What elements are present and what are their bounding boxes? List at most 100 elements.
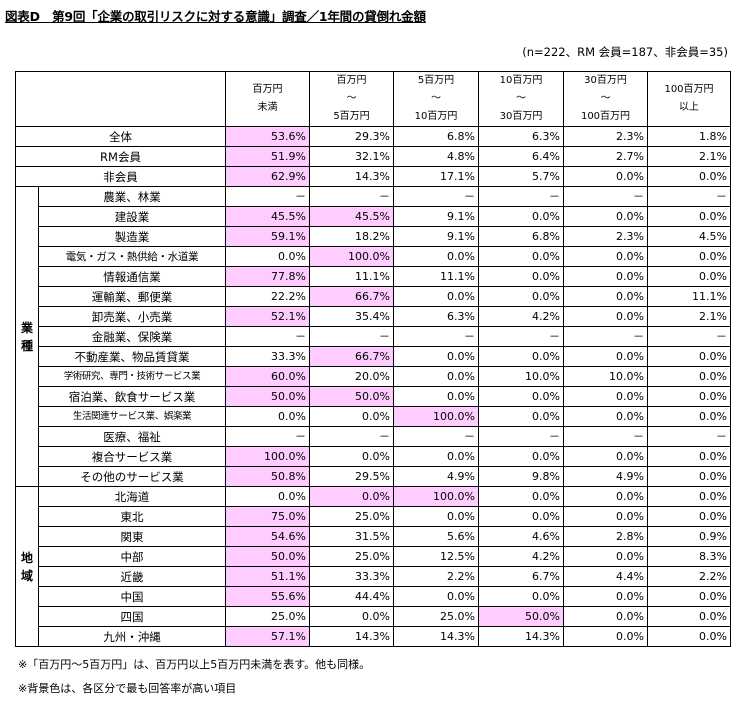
row-label: 宿泊業、飲食サービス業 bbox=[38, 386, 226, 407]
row-label: 不動産業、物品賃貸業 bbox=[38, 346, 226, 367]
table-row: 四国 25.0% 0.0% 25.0% 50.0% 0.0% 0.0% bbox=[16, 606, 731, 627]
value-cell: 31.5% bbox=[309, 526, 394, 547]
row-label: 金融業、保険業 bbox=[38, 326, 226, 347]
footnote-range: ※「百万円～5百万円」は、百万円以上5百万円未満を表す。他も同様。 bbox=[18, 658, 371, 671]
value-cell: 9.1% bbox=[393, 206, 479, 227]
value-cell: 51.9% bbox=[225, 146, 310, 167]
value-cell: 66.7% bbox=[309, 286, 394, 307]
column-header-line: 10百万円 bbox=[414, 111, 458, 122]
value-cell: － bbox=[647, 326, 731, 347]
value-cell: － bbox=[309, 426, 394, 447]
column-header-0: 百万円 未満 bbox=[225, 71, 310, 127]
value-cell: 0.0% bbox=[478, 406, 564, 427]
value-cell: 0.0% bbox=[309, 446, 394, 467]
value-cell: 0.0% bbox=[478, 386, 564, 407]
table-row: 業種農業、林業－－－－－－ bbox=[15, 186, 731, 487]
value-cell: 0.0% bbox=[563, 386, 648, 407]
value-cell: 33.3% bbox=[225, 346, 310, 367]
value-cell: 29.5% bbox=[309, 466, 394, 487]
value-cell: － bbox=[309, 186, 394, 207]
value-cell: 6.4% bbox=[478, 146, 564, 167]
row-label: 近畿 bbox=[38, 566, 226, 587]
page-title: 図表D 第9回「企業の取引リスクに対する意識」調査／1年間の貸倒れ金額 bbox=[5, 9, 426, 24]
value-cell: 0.0% bbox=[478, 346, 564, 367]
table-row: 卸売業、小売業 52.1% 35.4% 6.3% 4.2% 0.0% 2.1% bbox=[16, 306, 731, 327]
value-cell: 0.0% bbox=[647, 626, 731, 647]
table-row: 学術研究、専門・技術サービス業 60.0% 20.0% 0.0% 10.0% 10.0% 0… bbox=[16, 366, 731, 387]
value-cell: 0.0% bbox=[478, 286, 564, 307]
value-cell: 0.0% bbox=[478, 506, 564, 527]
value-cell: 0.0% bbox=[478, 486, 564, 507]
row-label: 医療、福祉 bbox=[38, 426, 226, 447]
value-cell: 0.0% bbox=[393, 286, 479, 307]
value-cell: 10.0% bbox=[478, 366, 564, 387]
value-cell: 25.0% bbox=[309, 546, 394, 567]
value-cell: 50.0% bbox=[478, 606, 564, 627]
value-cell: 11.1% bbox=[309, 266, 394, 287]
value-cell: 0.0% bbox=[647, 346, 731, 367]
value-cell: 2.7% bbox=[563, 146, 648, 167]
value-cell: 53.6% bbox=[225, 126, 310, 147]
value-cell: 2.3% bbox=[563, 226, 648, 247]
value-cell: 0.0% bbox=[563, 586, 648, 607]
value-cell: 0.0% bbox=[563, 546, 648, 567]
value-cell: 0.0% bbox=[393, 446, 479, 467]
value-cell: 0.0% bbox=[563, 286, 648, 307]
value-cell: 0.0% bbox=[647, 266, 731, 287]
table-row: 運輸業、郵便業 22.2% 66.7% 0.0% 0.0% 0.0% 11.1% bbox=[16, 286, 731, 307]
column-header-line: 100百万円 bbox=[664, 84, 714, 95]
row-label: 生活関連サービス業、娯楽業 bbox=[38, 406, 226, 427]
value-cell: 50.0% bbox=[225, 546, 310, 567]
table-row: RM会員 51.9% 32.1% 4.8% 6.4% 2.7% 2.1% bbox=[15, 146, 731, 167]
value-cell: 0.0% bbox=[647, 446, 731, 467]
value-cell: 0.0% bbox=[563, 306, 648, 327]
table-row: 生活関連サービス業、娯楽業 0.0% 0.0% 100.0% 0.0% 0.0% 0.0% bbox=[16, 406, 731, 427]
column-header-line: 100百万円 bbox=[580, 111, 631, 122]
value-cell: 0.0% bbox=[563, 606, 648, 627]
value-cell: － bbox=[478, 186, 564, 207]
value-cell: 14.3% bbox=[393, 626, 479, 647]
value-cell: 4.2% bbox=[478, 546, 564, 567]
table-row: 関東 54.6% 31.5% 5.6% 4.6% 2.8% 0.9% bbox=[16, 526, 731, 547]
column-header-line: 以上 bbox=[679, 102, 699, 113]
value-cell: 45.5% bbox=[309, 206, 394, 227]
column-header-line: 5百万円 bbox=[417, 75, 455, 86]
value-cell: 6.8% bbox=[393, 126, 479, 147]
value-cell: 2.2% bbox=[393, 566, 479, 587]
value-cell: 4.2% bbox=[478, 306, 564, 327]
table-row: 中国 55.6% 44.4% 0.0% 0.0% 0.0% 0.0% bbox=[16, 586, 731, 607]
value-cell: 50.0% bbox=[309, 386, 394, 407]
value-cell: 2.1% bbox=[647, 306, 731, 327]
value-cell: 0.0% bbox=[225, 406, 310, 427]
value-cell: － bbox=[393, 326, 479, 347]
table-row: 九州・沖縄 57.1% 14.3% 14.3% 14.3% 0.0% 0.0% bbox=[16, 626, 731, 647]
table-row: 全体 53.6% 29.3% 6.8% 6.3% 2.3% 1.8% bbox=[15, 126, 731, 147]
value-cell: 14.3% bbox=[309, 166, 394, 187]
column-header-2: 5百万円 ～ 10百万円 bbox=[393, 71, 479, 127]
value-cell: － bbox=[647, 426, 731, 447]
value-cell: 60.0% bbox=[225, 366, 310, 387]
table-row: 情報通信業 77.8% 11.1% 11.1% 0.0% 0.0% 0.0% bbox=[16, 266, 731, 287]
row-label: その他のサービス業 bbox=[38, 466, 226, 487]
row-label: 農業、林業 bbox=[38, 186, 226, 207]
value-cell: 0.0% bbox=[393, 246, 479, 267]
value-cell: 0.0% bbox=[647, 466, 731, 487]
value-cell: 0.0% bbox=[393, 506, 479, 527]
table-row: 電気・ガス・熱供給・水道業 0.0% 100.0% 0.0% 0.0% 0.0% 0.0% bbox=[16, 246, 731, 267]
value-cell: 0.0% bbox=[647, 366, 731, 387]
column-header-line: 百万円 bbox=[336, 75, 367, 86]
row-label: 四国 bbox=[38, 606, 226, 627]
value-cell: 2.3% bbox=[563, 126, 648, 147]
row-label: RM会員 bbox=[15, 146, 226, 167]
table-row: 複合サービス業 100.0% 0.0% 0.0% 0.0% 0.0% 0.0% bbox=[16, 446, 731, 467]
value-cell: 0.0% bbox=[393, 586, 479, 607]
row-label: 非会員 bbox=[15, 166, 226, 187]
value-cell: 50.8% bbox=[225, 466, 310, 487]
value-cell: － bbox=[563, 326, 648, 347]
value-cell: 0.0% bbox=[225, 246, 310, 267]
value-cell: 0.0% bbox=[478, 586, 564, 607]
value-cell: 6.7% bbox=[478, 566, 564, 587]
column-header-line: 30百万円 bbox=[499, 111, 543, 122]
value-cell: 0.0% bbox=[478, 266, 564, 287]
value-cell: 77.8% bbox=[225, 266, 310, 287]
